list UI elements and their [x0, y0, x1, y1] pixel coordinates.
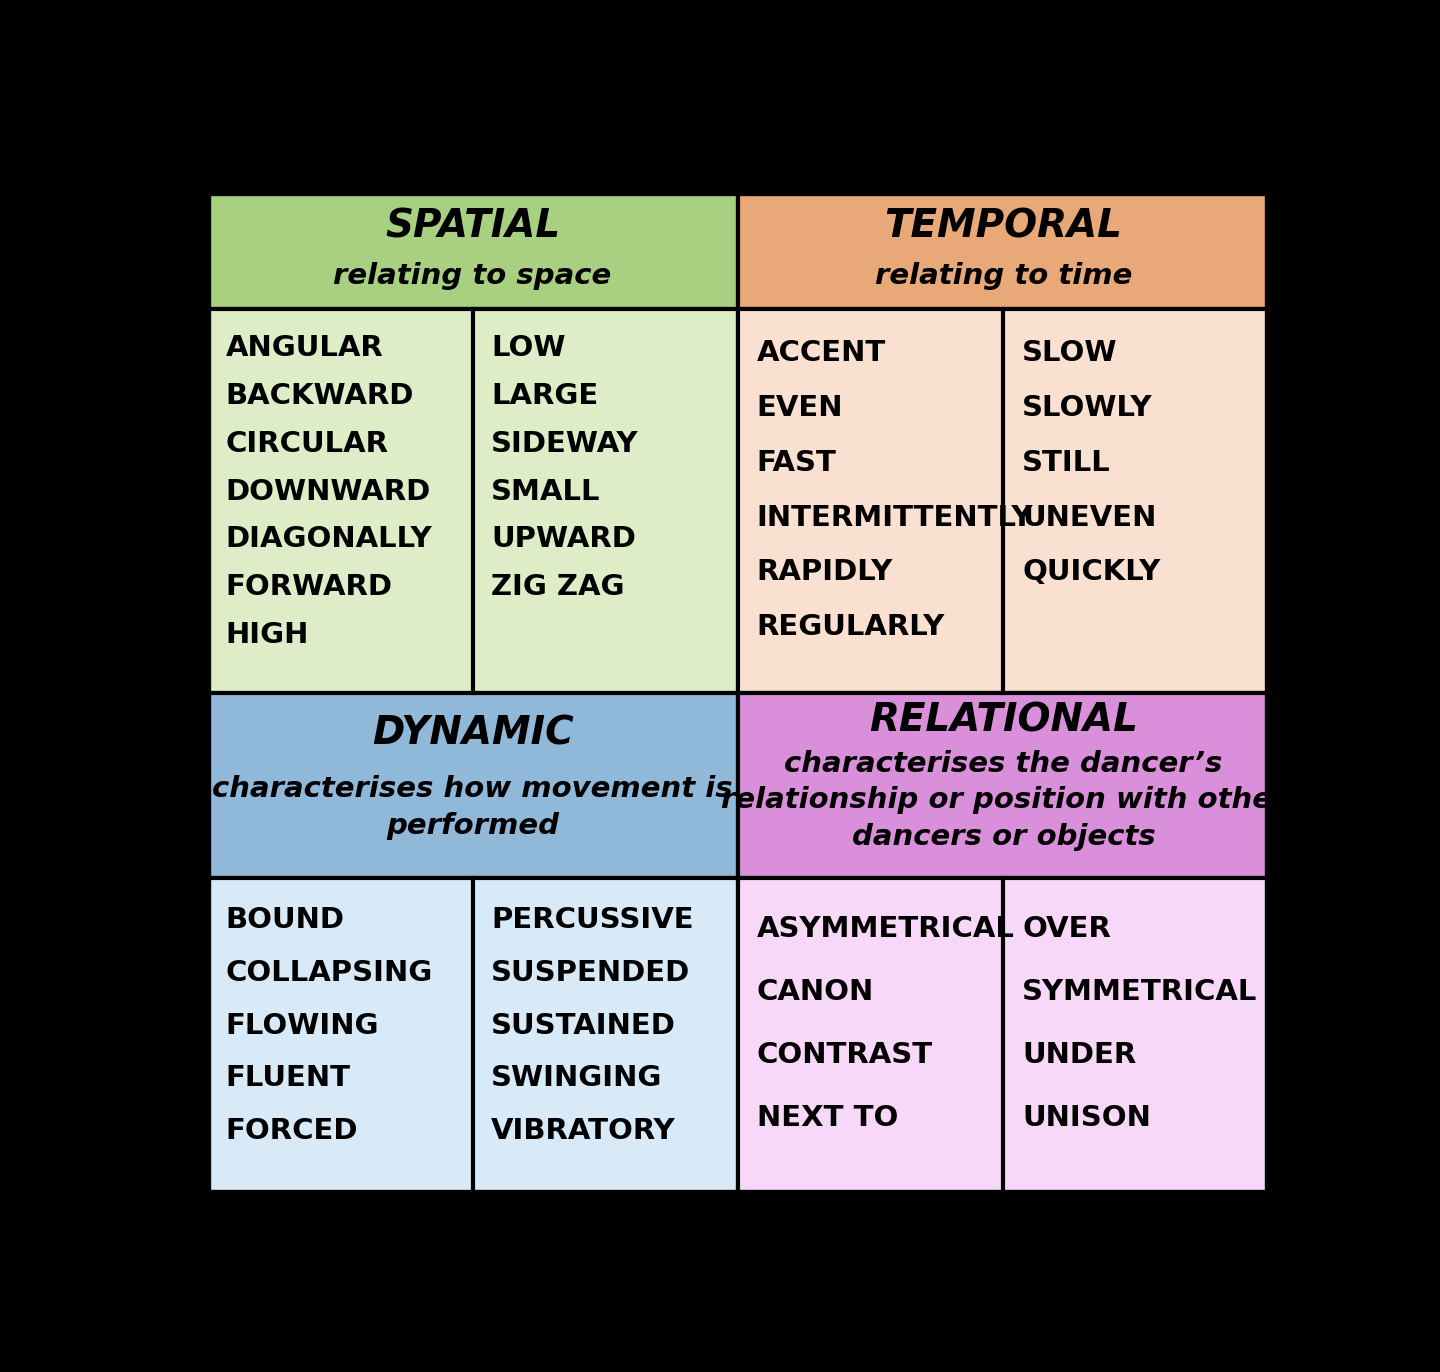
Bar	[207, 192, 739, 310]
Bar	[739, 693, 1269, 878]
Text: ZIG ZAG: ZIG ZAG	[491, 573, 625, 601]
Text: BACKWARD: BACKWARD	[226, 381, 415, 410]
Text: UPWARD: UPWARD	[491, 525, 636, 553]
Text: EVEN: EVEN	[756, 394, 842, 423]
Text: SMALL: SMALL	[491, 477, 600, 505]
Text: SIDEWAY: SIDEWAY	[491, 429, 639, 458]
Text: SUSPENDED: SUSPENDED	[491, 959, 690, 986]
Text: HIGH: HIGH	[226, 622, 310, 649]
Bar	[207, 693, 739, 878]
Text: DIAGONALLY: DIAGONALLY	[226, 525, 432, 553]
Text: DOWNWARD: DOWNWARD	[226, 477, 431, 505]
Text: FORWARD: FORWARD	[226, 573, 393, 601]
Text: SPATIAL: SPATIAL	[384, 209, 560, 246]
Text: relating to time: relating to time	[874, 262, 1132, 291]
Text: ACCENT: ACCENT	[756, 339, 886, 368]
Text: LARGE: LARGE	[491, 381, 599, 410]
Text: SLOW: SLOW	[1022, 339, 1117, 368]
Text: QUICKLY: QUICKLY	[1022, 558, 1161, 586]
Bar	[739, 878, 1269, 1194]
Text: SWINGING: SWINGING	[491, 1065, 662, 1092]
Text: RELATIONAL: RELATIONAL	[868, 701, 1138, 740]
Text: UNEVEN: UNEVEN	[1022, 504, 1156, 531]
Text: UNISON: UNISON	[1022, 1104, 1151, 1132]
Text: STILL: STILL	[1022, 449, 1110, 477]
Text: COLLAPSING: COLLAPSING	[226, 959, 433, 986]
Text: INTERMITTENTLY: INTERMITTENTLY	[756, 504, 1032, 531]
Text: characterises the dancer’s
relationship or position with other
dancers or object: characterises the dancer’s relationship …	[721, 749, 1286, 851]
Text: VIBRATORY: VIBRATORY	[491, 1117, 675, 1146]
Text: relating to space: relating to space	[334, 262, 612, 291]
Text: FORCED: FORCED	[226, 1117, 359, 1146]
Text: characterises how movement is
performed: characterises how movement is performed	[212, 775, 733, 840]
Text: ANGULAR: ANGULAR	[226, 333, 383, 362]
Text: SLOWLY: SLOWLY	[1022, 394, 1152, 423]
Bar	[739, 310, 1269, 693]
Text: CANON: CANON	[756, 978, 874, 1006]
Text: SYMMETRICAL: SYMMETRICAL	[1022, 978, 1257, 1006]
Text: TEMPORAL: TEMPORAL	[884, 209, 1122, 246]
Text: CONTRAST: CONTRAST	[756, 1041, 933, 1069]
Bar	[207, 878, 739, 1194]
Text: FAST: FAST	[756, 449, 837, 477]
Text: FLUENT: FLUENT	[226, 1065, 351, 1092]
Text: ASYMMETRICAL: ASYMMETRICAL	[756, 915, 1014, 943]
Text: DYNAMIC: DYNAMIC	[372, 715, 573, 753]
Text: BOUND: BOUND	[226, 907, 344, 934]
Text: NEXT TO: NEXT TO	[756, 1104, 899, 1132]
Text: CIRCULAR: CIRCULAR	[226, 429, 389, 458]
Text: RAPIDLY: RAPIDLY	[756, 558, 893, 586]
Text: UNDER: UNDER	[1022, 1041, 1136, 1069]
Text: REGULARLY: REGULARLY	[756, 613, 945, 641]
Text: PERCUSSIVE: PERCUSSIVE	[491, 907, 694, 934]
Text: LOW: LOW	[491, 333, 566, 362]
Text: OVER: OVER	[1022, 915, 1110, 943]
Bar	[207, 310, 739, 693]
Bar	[739, 192, 1269, 310]
Text: FLOWING: FLOWING	[226, 1011, 379, 1040]
Text: SUSTAINED: SUSTAINED	[491, 1011, 675, 1040]
